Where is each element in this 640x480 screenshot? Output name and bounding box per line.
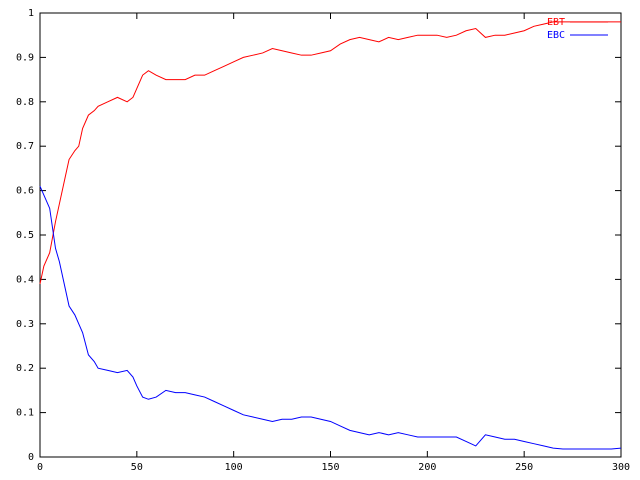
y-tick-label: 0.8 [16,97,34,108]
x-tick-label: 150 [321,462,339,473]
y-tick-label: 1 [28,8,34,19]
y-tick-label: 0.7 [16,141,34,152]
y-tick-label: 0 [28,452,34,463]
x-tick-label: 250 [515,462,533,473]
y-tick-label: 0.3 [16,319,34,330]
legend-label: EBC [547,30,565,41]
series-line [39,185,622,450]
x-tick-label: 300 [612,462,630,473]
x-tick-label: 100 [225,462,243,473]
x-tick-label: 0 [37,462,43,473]
legend-label: EBT [547,17,565,28]
y-tick-label: 0.9 [16,52,34,63]
x-tick-label: 50 [131,462,143,473]
y-tick-label: 0.4 [16,274,34,285]
y-tick-label: 0.5 [16,230,34,241]
series-line [39,21,621,284]
plot-border [39,12,622,458]
y-tick-label: 0.1 [16,408,34,419]
y-tick-label: 0.2 [16,363,34,374]
y-tick-label: 0.6 [16,186,34,197]
x-tick-label: 200 [418,462,436,473]
